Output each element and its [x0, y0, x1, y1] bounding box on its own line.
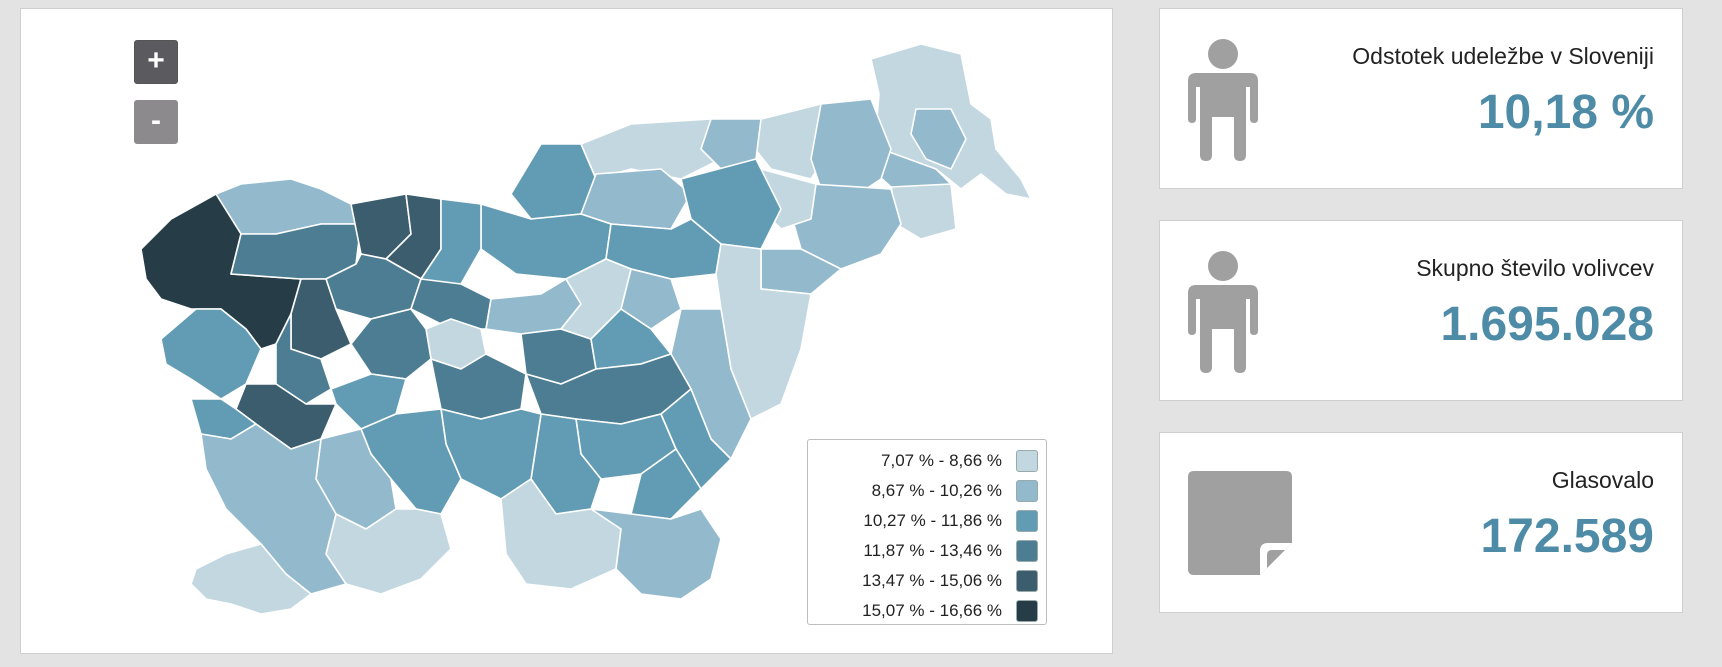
legend-swatch [1016, 480, 1038, 502]
stat-card-turnout: Odstotek udeležbe v Sloveniji 10,18 % [1159, 8, 1683, 189]
region-crnomelj[interactable] [590, 508, 722, 600]
zoom-out-button[interactable]: - [134, 100, 178, 144]
map-panel[interactable]: + - 7,07 % - 8,66 % 8,67 % - 10,26 % 10,… [20, 8, 1113, 654]
region-koper[interactable] [190, 543, 312, 615]
legend-label: 15,07 % - 16,66 % [862, 601, 1002, 620]
person-icon [1188, 39, 1258, 166]
legend-label: 10,27 % - 11,86 % [863, 511, 1002, 530]
person-icon [1188, 251, 1258, 378]
legend-item: 13,47 % - 15,06 % [816, 566, 1038, 596]
region-ljutomer[interactable] [890, 183, 957, 240]
region-sezana[interactable] [200, 423, 347, 595]
legend-item: 8,67 % - 10,26 % [816, 476, 1038, 506]
legend-item: 15,07 % - 16,66 % [816, 596, 1038, 626]
stat-card-voters: Skupno število volivcev 1.695.028 [1159, 220, 1683, 401]
stat-label: Odstotek udeležbe v Sloveniji [1352, 43, 1654, 69]
legend-swatch [1016, 600, 1038, 622]
legend-item: 7,07 % - 8,66 % [816, 446, 1038, 476]
map-legend: 7,07 % - 8,66 % 8,67 % - 10,26 % 10,27 %… [807, 439, 1047, 625]
legend-label: 7,07 % - 8,66 % [881, 451, 1002, 470]
legend-swatch [1016, 570, 1038, 592]
stat-label: Skupno število volivcev [1416, 255, 1654, 281]
ballot-icon [1188, 471, 1292, 580]
region-vrhnika[interactable] [350, 308, 432, 380]
legend-swatch [1016, 510, 1038, 532]
region-sentjur[interactable] [715, 243, 812, 420]
legend-label: 13,47 % - 15,06 % [862, 571, 1002, 590]
legend-item: 10,27 % - 11,86 % [816, 506, 1038, 536]
legend-swatch [1016, 540, 1038, 562]
stat-value: 10,18 % [1477, 86, 1654, 139]
slovenia-turnout-map[interactable] [21, 9, 1113, 654]
legend-swatch [1016, 450, 1038, 472]
stat-value: 172.589 [1480, 510, 1654, 563]
stat-value: 1.695.028 [1440, 298, 1654, 351]
stat-card-voted: Glasovalo 172.589 [1159, 432, 1683, 613]
legend-label: 8,67 % - 10,26 % [871, 481, 1002, 500]
legend-item: 11,87 % - 13,46 % [816, 536, 1038, 566]
region-kobarid[interactable] [160, 308, 262, 400]
stat-label: Glasovalo [1551, 467, 1654, 493]
zoom-in-button[interactable]: + [134, 40, 178, 84]
region-prekmurje-mid[interactable] [910, 108, 967, 170]
legend-label: 11,87 % - 13,46 % [863, 541, 1002, 560]
